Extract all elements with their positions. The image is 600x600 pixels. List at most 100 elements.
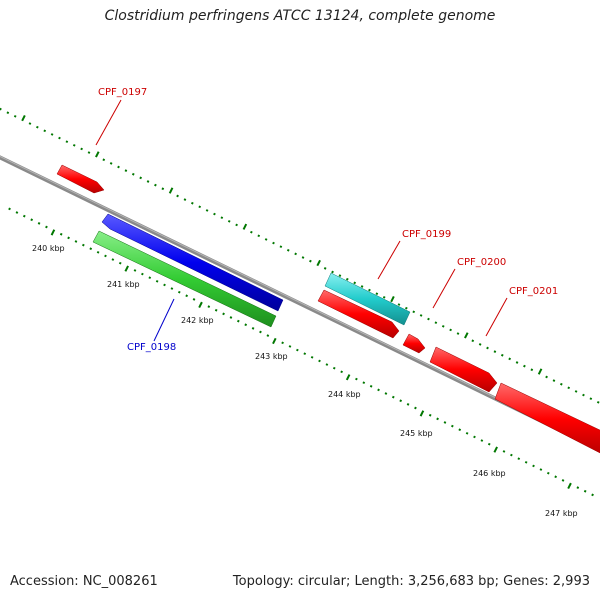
minor-tick <box>155 279 159 283</box>
major-tick <box>242 223 248 230</box>
minor-tick <box>67 236 70 240</box>
minor-tick <box>185 294 189 298</box>
minor-tick <box>131 172 135 176</box>
minor-tick <box>493 350 497 353</box>
gene-arrow-cpf-0197[interactable] <box>56 164 105 194</box>
minor-tick <box>154 183 157 187</box>
minor-tick <box>567 386 571 390</box>
minor-tick <box>375 292 379 296</box>
major-tick <box>95 151 100 158</box>
minor-tick <box>266 334 270 337</box>
minor-tick <box>176 194 179 198</box>
gene-arrow-cpf-0201-a[interactable] <box>429 346 498 393</box>
minor-tick <box>552 379 556 382</box>
minor-tick <box>546 471 550 475</box>
minor-tick <box>102 158 106 162</box>
gene-arrow-cpf-0201-b[interactable] <box>494 382 600 455</box>
minor-tick <box>338 274 342 277</box>
gene-arrow-cpf-0199[interactable] <box>317 289 400 339</box>
leader-line-cpf-0198 <box>153 298 175 342</box>
minor-tick <box>554 475 558 479</box>
minor-tick <box>443 421 447 424</box>
minor-tick <box>309 259 312 263</box>
minor-tick <box>517 457 521 461</box>
minor-tick <box>183 198 187 201</box>
minor-tick <box>72 143 76 147</box>
minor-tick <box>58 136 61 140</box>
gene-arrow-cpf-0199-rna[interactable] <box>324 272 411 326</box>
minor-tick <box>296 348 299 352</box>
minor-tick <box>205 209 209 212</box>
minor-tick <box>118 261 122 265</box>
minor-tick <box>117 165 120 169</box>
minor-tick <box>65 140 69 144</box>
major-tick <box>567 482 572 489</box>
minor-tick <box>279 245 283 249</box>
minor-tick <box>124 169 128 172</box>
minor-tick <box>508 357 512 361</box>
gene-label-cpf-0199[interactable]: CPF_0199 <box>402 229 451 240</box>
minor-tick <box>382 295 386 299</box>
minor-tick <box>360 285 364 288</box>
genome-summary-text: Topology: circular; Length: 3,256,683 bp… <box>232 574 590 589</box>
minor-tick <box>257 234 261 238</box>
major-tick <box>390 296 395 303</box>
minor-tick <box>325 363 329 366</box>
minor-tick <box>213 212 216 216</box>
scale-label-244: 244 kbp <box>328 390 361 399</box>
scale-label-243: 243 kbp <box>255 352 288 361</box>
major-tick <box>464 332 469 339</box>
gene-label-cpf-0200[interactable]: CPF_0200 <box>457 257 506 268</box>
minor-tick <box>530 368 534 372</box>
minor-tick <box>434 321 438 325</box>
minor-tick <box>272 241 275 245</box>
gene-label-cpf-0201[interactable]: CPF_0201 <box>509 286 558 297</box>
gene-arrow-cpf-0198-rna[interactable] <box>92 230 277 328</box>
gene-arrow-cpf-0200[interactable] <box>402 333 426 354</box>
minor-tick <box>45 225 48 229</box>
minor-tick <box>87 151 91 154</box>
minor-tick <box>214 308 218 312</box>
minor-tick <box>340 370 343 374</box>
minor-tick <box>487 442 491 446</box>
minor-tick <box>480 439 484 442</box>
minor-tick <box>414 406 417 410</box>
minor-tick <box>523 364 526 368</box>
minor-tick <box>510 453 513 457</box>
minor-tick <box>139 176 143 180</box>
minor-tick <box>22 214 26 218</box>
minor-tick <box>397 303 401 306</box>
scale-label-241: 241 kbp <box>107 280 140 289</box>
minor-tick <box>82 243 85 247</box>
minor-tick <box>355 377 358 381</box>
minor-tick <box>227 219 231 223</box>
minor-tick <box>109 162 113 165</box>
minor-tick <box>561 479 565 482</box>
gene-arrow-cpf-0198[interactable] <box>101 213 284 312</box>
minor-tick <box>362 381 366 385</box>
genome-backbone <box>0 155 600 452</box>
reverse-scale-ticks <box>8 207 594 497</box>
minor-tick <box>369 384 373 388</box>
major-tick <box>168 187 174 194</box>
minor-tick <box>451 424 454 428</box>
minor-tick <box>30 218 34 222</box>
minor-tick <box>559 382 563 386</box>
minor-tick <box>80 147 83 151</box>
minor-tick <box>545 375 548 379</box>
minor-tick <box>399 399 403 403</box>
scale-label-246: 246 kbp <box>473 469 506 478</box>
minor-tick <box>250 230 253 234</box>
minor-tick <box>286 248 290 252</box>
scale-label-247: 247 kbp <box>545 509 578 518</box>
minor-tick <box>190 201 194 205</box>
minor-tick <box>251 327 255 330</box>
minor-tick <box>473 435 476 439</box>
major-tick <box>493 446 498 453</box>
map-title: Clostridium perfringens ATCC 13124, comp… <box>104 8 496 24</box>
minor-tick <box>288 345 292 348</box>
minor-tick <box>449 328 452 332</box>
gene-label-cpf-0197[interactable]: CPF_0197 <box>98 87 147 98</box>
gene-label-cpf-0198[interactable]: CPF_0198 <box>127 342 176 353</box>
